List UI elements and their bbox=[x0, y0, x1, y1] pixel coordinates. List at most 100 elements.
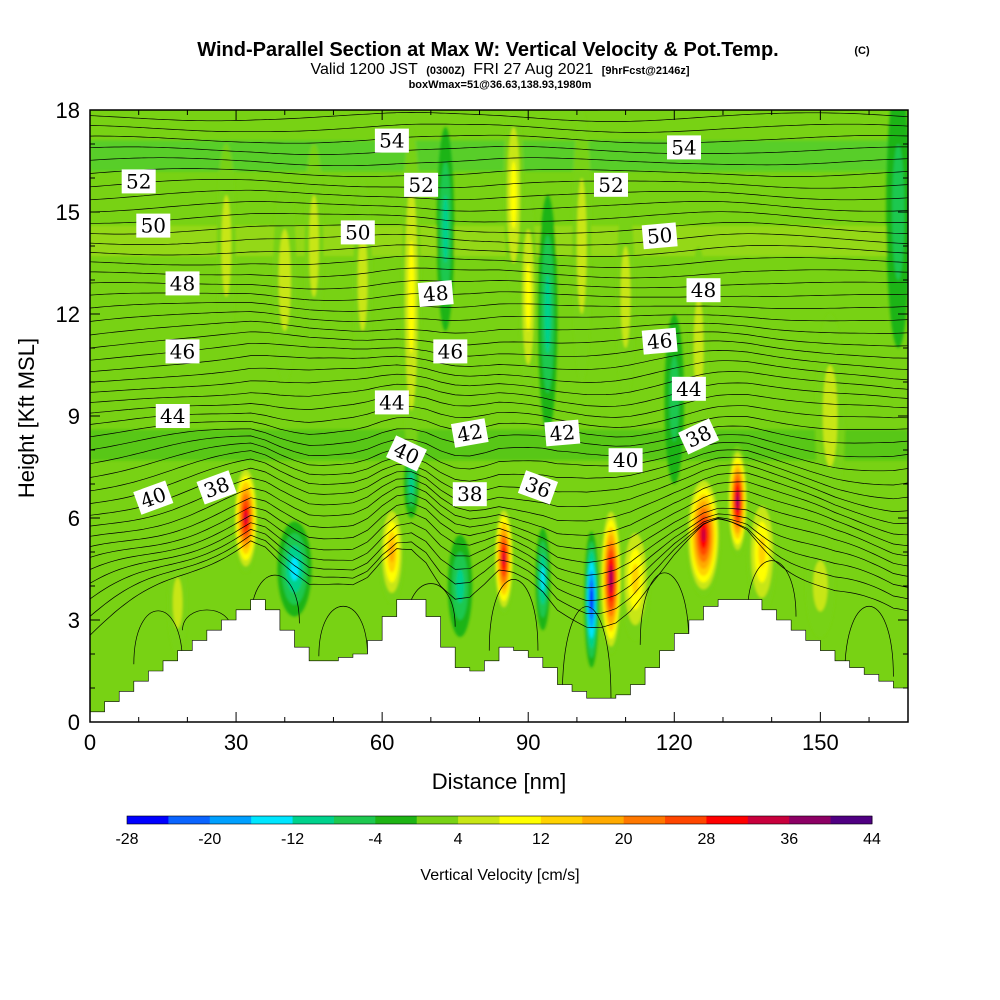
contour-label-box bbox=[641, 327, 678, 355]
contour-label-box bbox=[593, 172, 628, 197]
theta-contour-line bbox=[90, 434, 908, 465]
colorbar-tick-label: -20 bbox=[198, 831, 221, 848]
contour-label-box bbox=[686, 278, 721, 303]
velocity-cell bbox=[290, 557, 299, 581]
contour-label-text: 50 bbox=[345, 220, 370, 244]
theta-contour-line bbox=[90, 222, 908, 235]
contour-label-box bbox=[196, 470, 237, 505]
forecast-info: [9hrFcst@2146z] bbox=[602, 65, 690, 77]
contour-label-text: 52 bbox=[598, 173, 623, 197]
contour-label: 48 bbox=[417, 280, 454, 308]
theta-contour-line bbox=[90, 90, 908, 99]
velocity-cell bbox=[278, 229, 291, 331]
velocity-cell bbox=[736, 495, 739, 507]
theta-contour-line bbox=[90, 513, 908, 589]
colorbar-swatch bbox=[416, 816, 459, 824]
contour-label-box bbox=[417, 280, 454, 308]
y-axis-label: Height [Kft MSL] bbox=[14, 338, 39, 498]
colorbar-swatch bbox=[333, 816, 376, 824]
theta-contour-line bbox=[90, 442, 908, 478]
theta-contour-line bbox=[90, 157, 908, 167]
contour-label: 38 bbox=[452, 482, 487, 507]
contour-label-box bbox=[374, 128, 409, 153]
x-axis-label: Distance [nm] bbox=[432, 769, 567, 794]
velocity-cell bbox=[442, 195, 449, 263]
contour-label: 46 bbox=[433, 339, 468, 364]
contour-label-text: 48 bbox=[691, 278, 716, 302]
colorbar-swatch bbox=[747, 816, 790, 824]
theta-contour-line bbox=[90, 518, 908, 636]
x-tick-label: 90 bbox=[516, 730, 540, 755]
x-tick-label: 150 bbox=[802, 730, 839, 755]
theta-contour-line bbox=[90, 405, 908, 428]
colorbar-swatch bbox=[292, 816, 335, 824]
theta-contour-line bbox=[90, 134, 908, 144]
colorbar-tick-label: 12 bbox=[532, 831, 550, 848]
contour-label: 48 bbox=[686, 278, 721, 303]
contour-label-box bbox=[641, 222, 678, 250]
velocity-cell bbox=[309, 195, 319, 297]
theta-contour-line bbox=[90, 302, 908, 312]
valid-time-label: Valid 1200 JST bbox=[310, 61, 418, 78]
contour-label-text: 44 bbox=[676, 377, 701, 401]
valid-time-utc: (0300Z) bbox=[426, 65, 465, 77]
velocity-cell bbox=[693, 297, 704, 399]
velocity-band bbox=[90, 225, 908, 257]
contour-label-text: 38 bbox=[457, 482, 482, 506]
theta-contour-line bbox=[90, 311, 908, 323]
contour-label-box bbox=[165, 339, 200, 364]
colorbar-swatch bbox=[168, 816, 211, 824]
contour-label: 44 bbox=[155, 404, 190, 428]
theta-contour-arc bbox=[133, 610, 183, 665]
theta-contour-arc bbox=[746, 560, 797, 617]
theta-contour-line bbox=[90, 518, 908, 617]
velocity-cell bbox=[502, 552, 505, 565]
contour-label-box bbox=[450, 418, 489, 448]
x-tick-label: 120 bbox=[656, 730, 693, 755]
colorbar: -28 -20 -12 -4 4 12 20 28 36 44 bbox=[115, 815, 881, 848]
colorbar-swatch bbox=[127, 816, 169, 824]
velocity-cell bbox=[544, 274, 551, 354]
colorbar-label: Vertical Velocity [cm/s] bbox=[420, 867, 579, 884]
theta-contour-line bbox=[90, 179, 908, 189]
contour-label-box bbox=[678, 418, 720, 455]
velocity-cell bbox=[389, 541, 395, 563]
theta-contour-line bbox=[90, 189, 908, 201]
y-tick-label: 0 bbox=[68, 710, 80, 735]
contour-label: 50 bbox=[340, 220, 375, 245]
theta-contour-line bbox=[90, 382, 908, 407]
contour-label-box bbox=[386, 435, 427, 472]
colorbar-swatch bbox=[458, 816, 500, 824]
contour-label-text: 46 bbox=[170, 339, 195, 363]
colorbar-frame bbox=[126, 815, 873, 825]
colorbar-swatch bbox=[375, 816, 418, 824]
colorbar-swatch bbox=[789, 816, 832, 824]
theta-contour-arc bbox=[844, 605, 894, 677]
contour-label: 52 bbox=[593, 172, 628, 197]
colorbar-swatch bbox=[540, 816, 583, 824]
theta-contour-line bbox=[90, 280, 908, 290]
contour-label-text: 50 bbox=[646, 223, 673, 249]
contour-label-text: 40 bbox=[613, 448, 638, 472]
theta-contour-line bbox=[90, 360, 908, 383]
contour-label-text: 42 bbox=[455, 419, 484, 447]
potential-temperature-contours bbox=[90, 90, 908, 699]
contour-label: 50 bbox=[136, 213, 171, 238]
theta-contour-line bbox=[90, 340, 908, 361]
contour-label-box bbox=[671, 376, 706, 401]
chart-title: Wind-Parallel Section at Max W: Vertical… bbox=[197, 39, 778, 61]
velocity-cell bbox=[357, 229, 368, 331]
colorbar-swatch bbox=[209, 816, 252, 824]
colorbar-swatch bbox=[665, 816, 707, 824]
theta-contour-line bbox=[90, 211, 908, 224]
velocity-cell bbox=[576, 178, 587, 314]
velocity-cell bbox=[631, 563, 639, 595]
copyright-mark: (C) bbox=[854, 45, 870, 57]
theta-contour-arc bbox=[639, 572, 690, 645]
colorbar-swatch bbox=[830, 816, 873, 824]
x-tick-label: 60 bbox=[370, 730, 394, 755]
velocity-cell bbox=[510, 161, 517, 229]
theta-contour-line bbox=[165, 110, 620, 111]
